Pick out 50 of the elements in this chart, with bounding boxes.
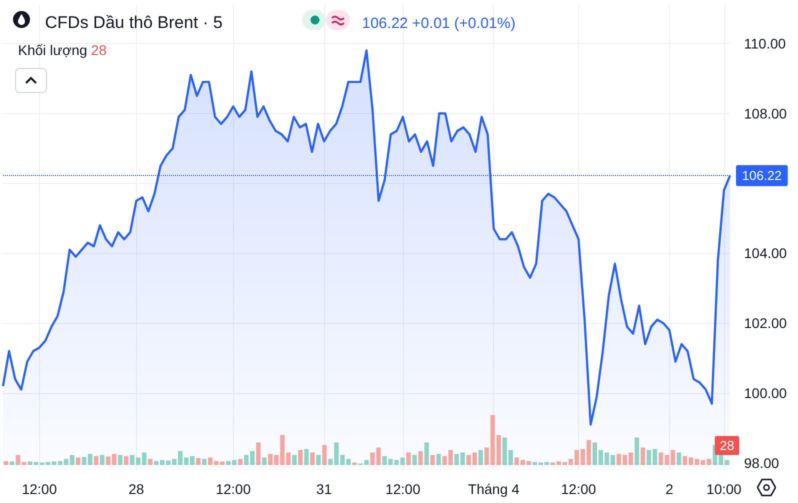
bar xyxy=(4,461,8,465)
bar xyxy=(256,442,261,465)
bar xyxy=(238,458,243,465)
x-tick-label: 31 xyxy=(316,481,332,497)
bar xyxy=(430,455,435,465)
x-tick-label: 12:00 xyxy=(22,481,58,497)
bar xyxy=(640,448,646,465)
bar xyxy=(478,450,483,465)
bar xyxy=(310,452,315,465)
y-tick-label: 100.00 xyxy=(744,385,788,402)
bar xyxy=(436,454,441,465)
bar xyxy=(304,448,309,465)
x-tick-label: 12:00 xyxy=(385,481,421,497)
text: 106.22 +0.01 (+0.01%) xyxy=(362,15,516,32)
x-tick-label: 12:00 xyxy=(561,481,596,497)
chart-title: Khối lượng xyxy=(18,42,92,58)
bar xyxy=(148,458,152,465)
text: CFDs Dầu thô Brent · 5 xyxy=(45,13,223,32)
x-tick-label: 10:00 xyxy=(706,481,742,497)
bar xyxy=(118,455,122,465)
bar xyxy=(424,442,429,465)
x-tick-label: 2 xyxy=(666,481,674,497)
bar xyxy=(634,438,640,465)
bar xyxy=(316,455,321,465)
y-tick-label: 102.00 xyxy=(744,315,788,332)
bar xyxy=(76,458,80,465)
y-tick-label: 110.00 xyxy=(744,35,786,52)
x-tick-label: Tháng 4 xyxy=(468,481,520,497)
x-tick-label: 28 xyxy=(128,481,144,497)
y-tick-label: 104.00 xyxy=(744,245,788,262)
y-tick-label: 98.00 xyxy=(744,455,780,472)
bar xyxy=(262,458,267,465)
data-label: 28 xyxy=(720,438,734,453)
bar xyxy=(406,452,411,465)
bar xyxy=(100,455,104,465)
bar xyxy=(676,452,682,465)
x-tick-label: 12:00 xyxy=(216,481,251,497)
bar xyxy=(124,456,128,465)
bar xyxy=(292,455,297,465)
bar xyxy=(196,458,201,465)
bar xyxy=(412,455,417,465)
bar xyxy=(418,451,423,465)
y-tick-label: 108.00 xyxy=(744,105,788,122)
bar xyxy=(94,456,98,465)
bar xyxy=(298,450,303,465)
category-label: 28 xyxy=(91,42,107,58)
bar xyxy=(322,445,327,465)
ref-line-label: 106.22 xyxy=(742,168,782,184)
bar xyxy=(10,461,14,465)
bar xyxy=(202,458,207,465)
